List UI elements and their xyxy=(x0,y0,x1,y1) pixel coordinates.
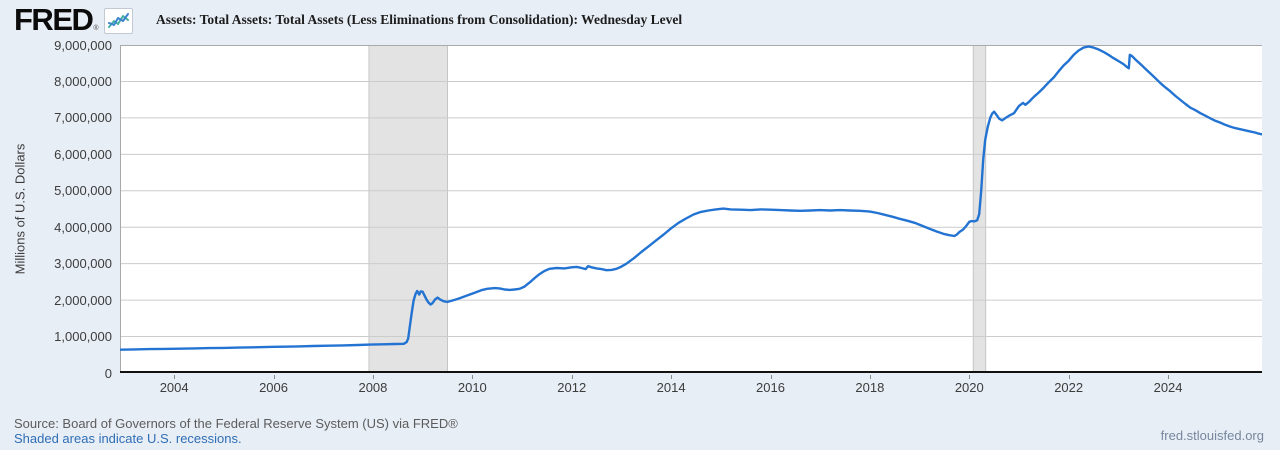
x-axis-line xyxy=(120,371,1262,373)
x-tick-label: 2018 xyxy=(855,380,885,395)
y-tick-label: 6,000,000 xyxy=(54,146,112,162)
x-tick-mark xyxy=(273,375,275,379)
x-tick-mark xyxy=(571,375,573,379)
x-tick-label: 2024 xyxy=(1153,380,1183,395)
y-tick-label: 1,000,000 xyxy=(54,329,112,345)
source-attribution: Source: Board of Governors of the Federa… xyxy=(14,416,458,431)
fred-logo-text: FRED xyxy=(14,2,94,37)
registered-trademark: ® xyxy=(93,25,99,32)
line-chart-icon xyxy=(103,8,133,34)
fred-logo[interactable]: FRED ® xyxy=(14,2,133,37)
x-tick-label: 2010 xyxy=(457,380,487,395)
x-tick-mark xyxy=(671,375,673,379)
data-line xyxy=(120,45,1262,351)
chart-legend: Assets: Total Assets: Total Assets (Less… xyxy=(122,12,682,28)
y-tick-label: 2,000,000 xyxy=(54,292,112,308)
x-tick-label: 2004 xyxy=(159,380,189,395)
y-tick-label: 7,000,000 xyxy=(54,110,112,126)
y-tick-label: 3,000,000 xyxy=(54,256,112,272)
x-tick-mark xyxy=(869,375,871,379)
chart-plot-area[interactable] xyxy=(120,45,1262,373)
x-tick-label: 2014 xyxy=(656,380,686,395)
y-tick-label: 9,000,000 xyxy=(54,37,112,53)
x-tick-label: 2016 xyxy=(756,380,785,395)
y-tick-label: 5,000,000 xyxy=(54,183,112,199)
y-tick-label: 8,000,000 xyxy=(54,73,112,89)
y-axis-title: Millions of U.S. Dollars xyxy=(12,143,28,275)
y-tick-label: 0 xyxy=(104,365,112,381)
x-tick-label: 2012 xyxy=(557,380,587,395)
assets-line-chart[interactable] xyxy=(120,45,1262,373)
recession-note-link[interactable]: Shaded areas indicate U.S. recessions. xyxy=(14,431,242,446)
x-tick-label: 2022 xyxy=(1054,380,1084,395)
x-tick-mark xyxy=(1068,375,1070,379)
x-tick-label: 2006 xyxy=(259,380,288,395)
series-legend-label: Assets: Total Assets: Total Assets (Less… xyxy=(156,12,683,27)
x-tick-mark xyxy=(1168,375,1170,379)
x-tick-mark xyxy=(969,375,971,379)
fred-site-link[interactable]: fred.stlouisfed.org xyxy=(1160,428,1264,443)
y-tick-label: 4,000,000 xyxy=(54,219,112,235)
x-tick-label: 2020 xyxy=(954,380,984,395)
legend-line-swatch xyxy=(122,18,147,22)
x-tick-mark xyxy=(472,375,474,379)
x-tick-mark xyxy=(372,375,374,379)
x-tick-mark xyxy=(174,375,176,379)
recession-band xyxy=(368,45,448,373)
x-tick-mark xyxy=(770,375,772,379)
x-tick-label: 2008 xyxy=(358,380,388,395)
